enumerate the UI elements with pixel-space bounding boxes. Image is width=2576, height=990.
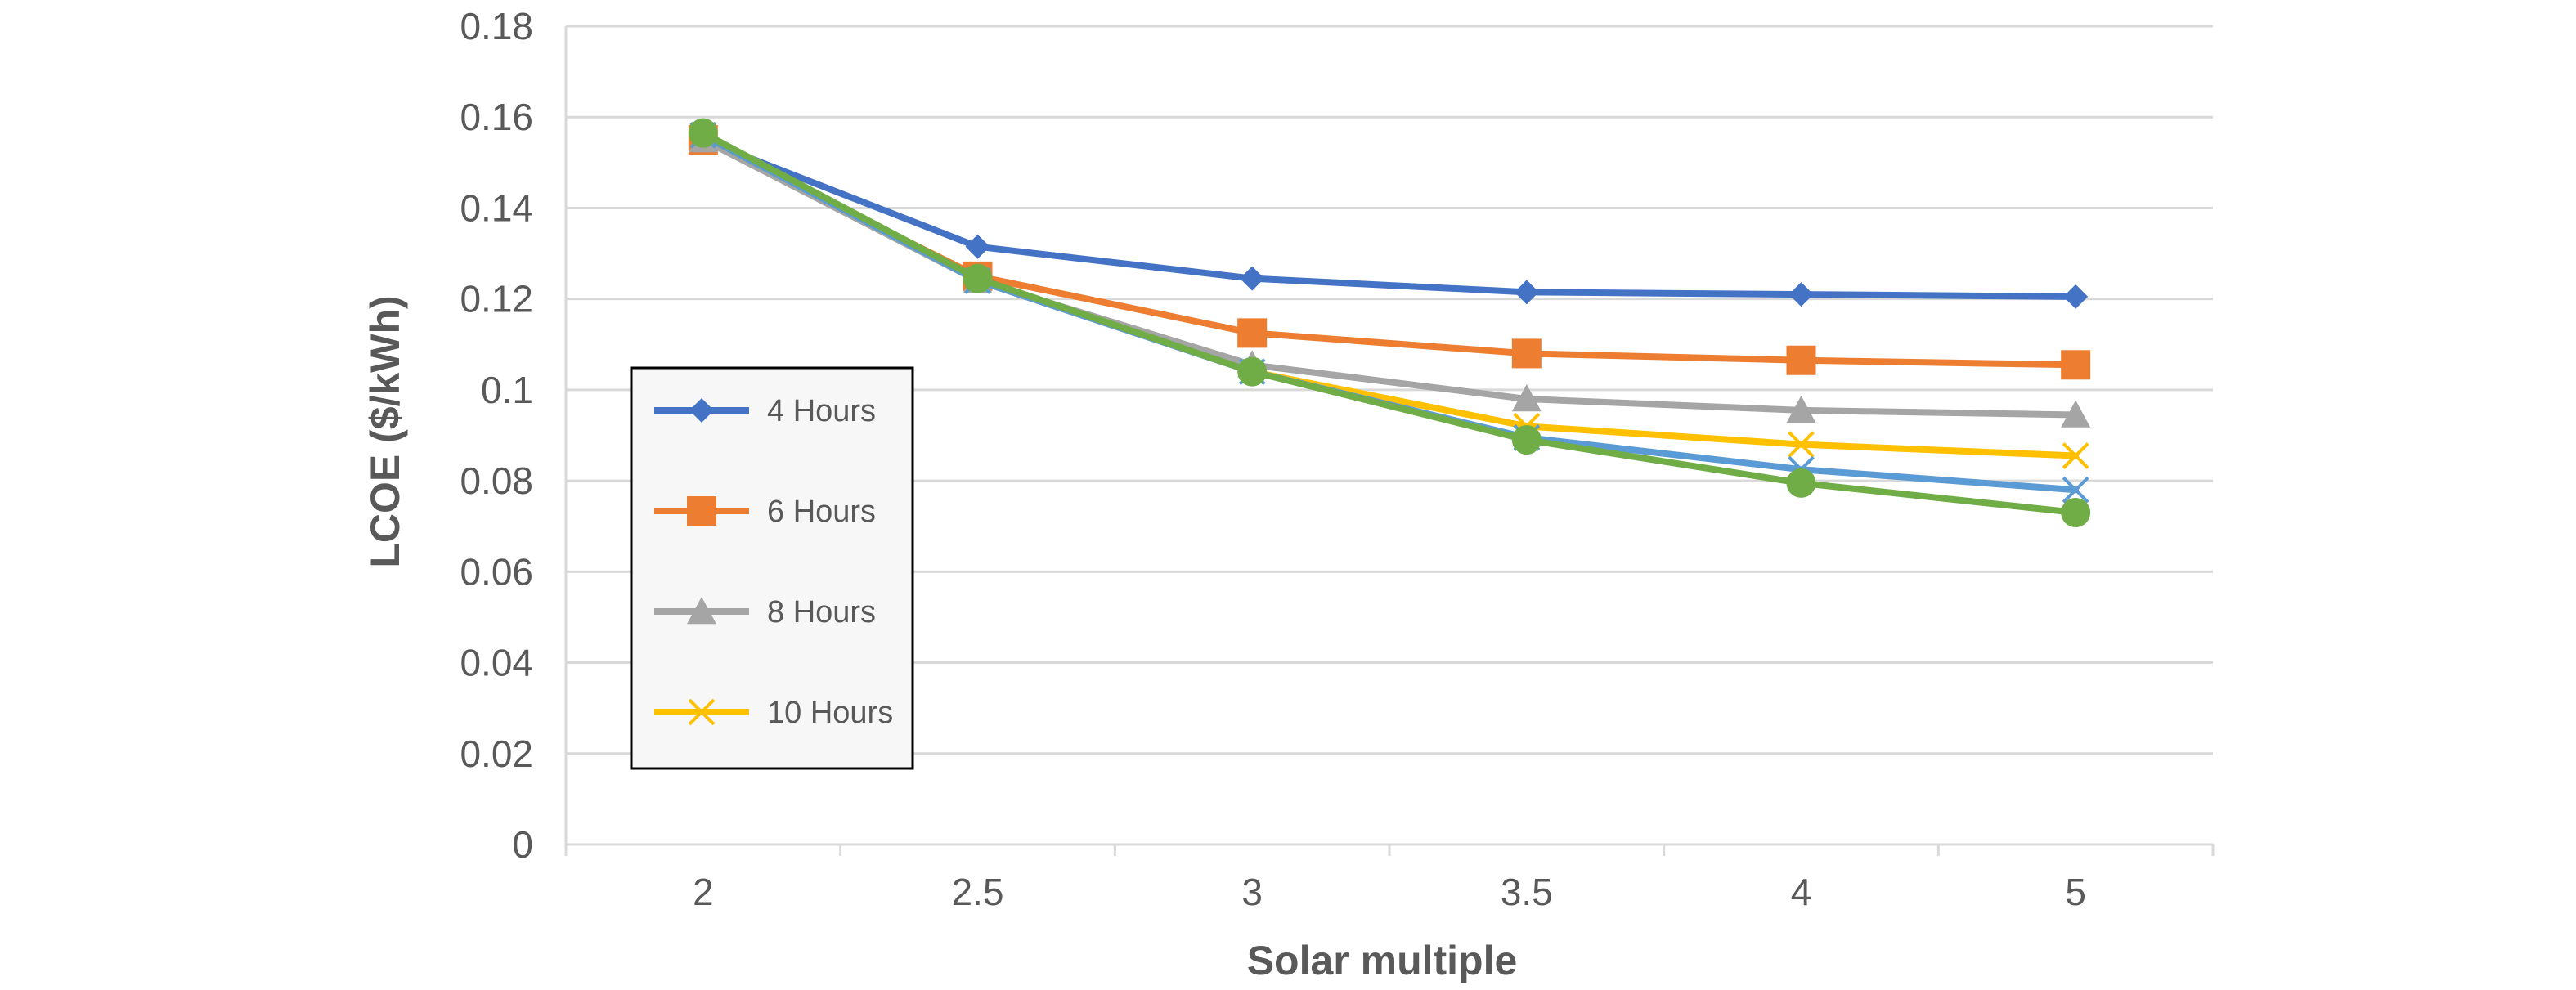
series-line <box>699 137 2080 300</box>
data-point-circle <box>1786 468 1816 498</box>
legend-box <box>630 366 914 770</box>
data-point-x <box>1788 431 1815 459</box>
x-stroke <box>2062 442 2089 469</box>
axes <box>564 26 2215 856</box>
tick-labels: 0 0.02 0.04 0.06 0.08 0.1 0.12 0.14 0.16 0.18 2 2.5… <box>460 5 2085 913</box>
data-point-circle <box>1237 356 1268 387</box>
x-tick-label: 2.5 <box>952 871 1004 913</box>
data-point-x <box>688 698 716 726</box>
x-tick-label: 4 <box>1791 871 1812 913</box>
x-axis-title: Solar multiple <box>1247 938 1518 983</box>
legend-item: 10 Hours <box>654 696 893 730</box>
x-tick-label: 2 <box>693 871 714 913</box>
y-tick-label: 0.1 <box>481 369 533 411</box>
data-point-x <box>2062 476 2089 504</box>
y-tick-label: 0.06 <box>460 550 533 593</box>
x-stroke <box>688 698 716 726</box>
data-point-circle <box>1511 425 1542 455</box>
legend-label: 4 Hours <box>767 394 876 428</box>
legend-item: 4 Hours <box>654 394 876 428</box>
x-tick-label: 3 <box>1241 871 1263 913</box>
series-line <box>699 137 2080 369</box>
series-line <box>699 129 2080 517</box>
data-point-x <box>2062 442 2089 469</box>
data-point-square <box>687 496 716 526</box>
x-tick-label: 5 <box>2065 871 2086 913</box>
data-point-diamond <box>1788 282 1814 307</box>
data-point-triangle <box>687 597 716 625</box>
legend-label: 8 Hours <box>767 595 876 629</box>
series-layer <box>688 118 2091 528</box>
legend-label: 10 Hours <box>767 696 893 730</box>
series-4-hours <box>690 128 2089 309</box>
y-axis-title: LCOE ($/kWh) <box>362 295 408 567</box>
data-point-triangle <box>2061 400 2091 428</box>
data-point-diamond <box>689 398 714 423</box>
legend-item: 6 Hours <box>654 495 876 529</box>
legend-label: 6 Hours <box>767 495 876 529</box>
y-tick-label: 0.04 <box>460 642 533 684</box>
y-tick-label: 0 <box>512 823 533 866</box>
data-point-diamond <box>965 234 990 259</box>
data-point-triangle <box>1786 395 1816 423</box>
data-point-square <box>2061 350 2091 380</box>
data-point-circle <box>963 263 993 293</box>
x-tick-label: 3.5 <box>1501 871 1553 913</box>
series-unnamed-5 <box>688 118 2091 528</box>
data-point-triangle <box>1511 384 1542 412</box>
y-tick-label: 0.16 <box>460 96 533 138</box>
x-stroke <box>2062 476 2089 504</box>
x-stroke <box>1788 431 1815 459</box>
y-tick-label: 0.14 <box>460 186 533 229</box>
legend: 4 Hours 6 Hours 8 Hours 10 Hours <box>630 366 914 770</box>
data-point-diamond <box>2063 284 2089 309</box>
data-point-circle <box>2061 498 2091 528</box>
y-tick-label: 0.08 <box>460 459 533 502</box>
series-6-hours <box>688 125 2091 380</box>
data-point-diamond <box>1240 266 1265 291</box>
data-point-diamond <box>1514 280 1539 305</box>
y-tick-label: 0.12 <box>460 278 533 320</box>
data-point-circle <box>688 118 718 148</box>
data-point-square <box>1511 338 1542 369</box>
legend-item: 8 Hours <box>654 595 876 629</box>
y-tick-label: 0.18 <box>460 5 533 47</box>
data-point-square <box>1786 345 1816 375</box>
y-tick-label: 0.02 <box>460 732 533 775</box>
data-point-square <box>1237 318 1268 348</box>
